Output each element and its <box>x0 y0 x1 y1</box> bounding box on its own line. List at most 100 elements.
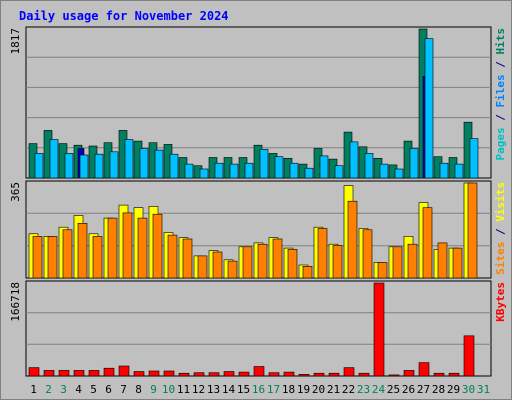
x-tick-label: 11 <box>177 383 190 396</box>
plot-area-kbytes <box>25 280 492 377</box>
bar-sites <box>47 236 58 279</box>
bar-kbytes <box>103 367 115 377</box>
bar-files <box>124 139 134 179</box>
x-tick-label: 28 <box>432 383 445 396</box>
bar-kbytes <box>433 372 445 377</box>
y-max-label-visits: 365 <box>9 182 22 202</box>
legend-part: Visits <box>494 182 507 222</box>
bar-sites <box>392 246 403 279</box>
bar-files <box>304 167 314 179</box>
bar-kbytes <box>343 367 355 377</box>
x-tick-label: 23 <box>357 383 370 396</box>
bar-sites <box>272 238 283 279</box>
bar-kbytes <box>163 370 175 377</box>
x-tick-label: 13 <box>207 383 220 396</box>
bar-kbytes <box>298 373 310 377</box>
bar-sites <box>437 242 448 279</box>
x-tick-label: 15 <box>237 383 250 396</box>
bar-files <box>334 165 344 179</box>
x-tick-label: 1 <box>30 383 37 396</box>
bar-files <box>289 162 299 179</box>
bar-sites <box>377 262 388 279</box>
bar-sites <box>422 207 433 279</box>
bar-sites <box>212 251 223 279</box>
legend-part: / <box>494 222 507 242</box>
x-tick-label: 7 <box>120 383 127 396</box>
bar-files <box>409 148 419 179</box>
x-tick-label: 21 <box>327 383 340 396</box>
bar-kbytes <box>88 370 100 377</box>
bar-sites <box>317 228 328 279</box>
bar-kbytes <box>73 370 85 377</box>
x-tick-label: 16 <box>252 383 265 396</box>
legend-part: Sites <box>494 242 507 275</box>
x-tick-label: 14 <box>222 383 236 396</box>
bar-files <box>79 154 89 179</box>
x-tick-label: 2 <box>45 383 52 396</box>
bar-files <box>469 138 479 179</box>
bar-files <box>244 162 254 179</box>
x-tick-label: 17 <box>267 383 280 396</box>
bar-sites <box>107 217 118 279</box>
x-tick-label: 26 <box>402 383 415 396</box>
bar-kbytes <box>388 374 400 377</box>
bar-files <box>94 153 104 179</box>
legend-part: Files <box>494 74 507 107</box>
bar-sites <box>257 243 268 279</box>
bar-sites <box>122 212 133 279</box>
chart-title: Daily usage for November 2024 <box>19 9 229 23</box>
x-tick-label: 20 <box>312 383 325 396</box>
bar-kbytes <box>463 335 475 377</box>
x-tick-label: 29 <box>447 383 460 396</box>
bar-sites <box>32 236 43 279</box>
bar-files <box>379 163 389 179</box>
x-tick-label: 12 <box>192 383 205 396</box>
bar-kbytes <box>193 372 205 377</box>
x-tick-label: 9 <box>150 383 157 396</box>
bar-sites <box>227 260 238 279</box>
bar-kbytes <box>448 372 460 377</box>
x-tick-label: 3 <box>60 383 67 396</box>
bar-sites <box>407 243 418 279</box>
bar-files <box>439 162 449 179</box>
bars-kbytes <box>28 282 475 377</box>
bar-sites <box>362 229 373 279</box>
panel-hits: 1817 Pages / Files / Hits <box>9 26 507 179</box>
x-tick-label: 25 <box>387 383 400 396</box>
bar-kbytes <box>148 370 160 377</box>
bar-sites <box>152 213 163 279</box>
x-tick-label: 5 <box>90 383 97 396</box>
x-tick-label: 22 <box>342 383 355 396</box>
legend-part: / <box>494 108 507 128</box>
bar-sites <box>137 217 148 279</box>
bar-files <box>64 153 74 179</box>
x-tick-label: 24 <box>372 383 386 396</box>
bar-kbytes <box>313 372 325 377</box>
x-tick-label: 6 <box>105 383 112 396</box>
bar-sites <box>287 249 298 279</box>
bar-kbytes <box>238 371 250 377</box>
x-tick-label: 31 <box>477 383 490 396</box>
y-max-label-hits: 1817 <box>9 28 22 55</box>
bar-sites <box>167 234 178 279</box>
bar-kbytes <box>133 371 145 377</box>
bar-files <box>229 163 239 179</box>
x-tick-label: 19 <box>297 383 310 396</box>
bar-kbytes <box>328 372 340 377</box>
legend-label-hits: Pages / Files / Hits <box>494 28 507 161</box>
bar-kbytes <box>43 370 55 377</box>
legend-part: KBytes <box>494 282 507 322</box>
bar-sites <box>452 247 463 279</box>
bar-files <box>49 139 59 179</box>
x-tick-label: 18 <box>282 383 295 396</box>
bar-sites <box>467 182 478 279</box>
legend-label-visits: Sites / Visits <box>494 182 507 275</box>
x-tick-label: 27 <box>417 383 430 396</box>
bar-files <box>364 153 374 179</box>
legend-part: Hits <box>494 28 507 55</box>
bar-kbytes <box>358 372 370 377</box>
bar-kbytes <box>208 372 220 377</box>
bar-files <box>184 163 194 179</box>
bar-kbytes <box>418 362 430 377</box>
bar-files <box>394 168 404 179</box>
